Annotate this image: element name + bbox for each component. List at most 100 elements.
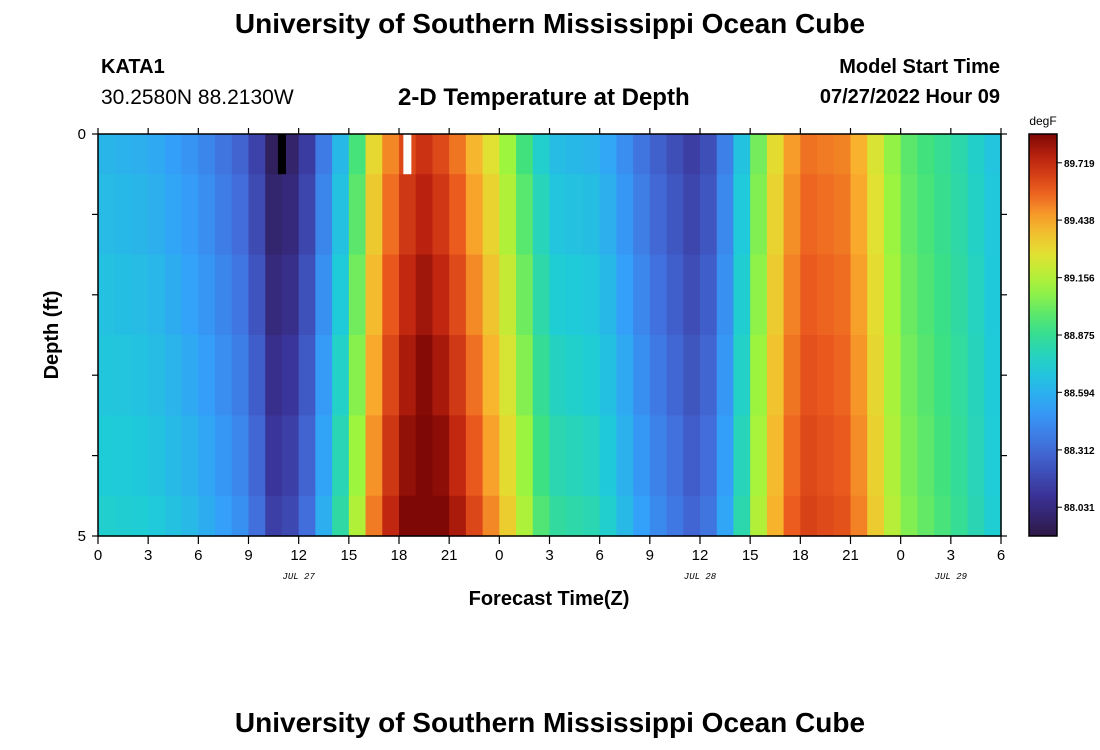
heatmap-cell [716, 495, 735, 537]
heatmap-cell [633, 134, 651, 175]
heatmap-cell [465, 254, 484, 336]
heatmap-cell [131, 134, 149, 175]
heatmap-cell [950, 134, 969, 175]
heatmap-cell [900, 335, 918, 416]
heatmap-cell [482, 174, 500, 256]
heatmap-cell [599, 415, 617, 497]
heatmap-cell [532, 335, 551, 416]
heatmap-cell [315, 254, 333, 336]
x-tick-label: 0 [896, 547, 904, 564]
heatmap-cell [833, 495, 852, 537]
heatmap-cell [750, 174, 768, 256]
heatmap-cell [750, 134, 768, 175]
heatmap-cell [114, 335, 133, 416]
heatmap-cell [733, 174, 751, 256]
x-tick-label: 0 [94, 547, 102, 564]
heatmap-cell [867, 134, 885, 175]
heatmap-cell [967, 335, 985, 416]
heatmap-cell [449, 254, 467, 336]
heatmap-cell [114, 134, 133, 175]
heatmap-cell [883, 134, 902, 175]
heatmap-cell [164, 174, 183, 256]
colorbar-tick-label: 89.156 [1064, 274, 1095, 285]
heatmap-cell [365, 254, 383, 336]
heatmap-cell [850, 415, 868, 497]
heatmap-cell [181, 335, 199, 416]
heatmap-cell [733, 335, 751, 416]
heatmap-cell [265, 174, 283, 256]
heatmap-cell [850, 134, 868, 175]
heatmap-cell [582, 335, 601, 416]
heatmap-cell [532, 254, 551, 336]
x-axis: 0 3 6 9 12 15 18 21 0 3 6 9 12 15 18 21 0 3 6 JUL 27 JUL 28 J… [94, 128, 1005, 582]
heatmap-cell [867, 174, 885, 256]
heatmap-cell [248, 415, 266, 497]
heatmap-cell [817, 134, 835, 175]
date-label: JUL 29 [935, 572, 968, 582]
heatmap-cell [516, 134, 534, 175]
heatmap-cell [281, 415, 300, 497]
heatmap-cell [850, 254, 868, 336]
heatmap-cell [817, 174, 835, 256]
heatmap-cell [248, 254, 266, 336]
heatmap-cell [967, 134, 985, 175]
heatmap-cell [399, 254, 417, 336]
heatmap-cell [599, 254, 617, 336]
heatmap-cell [516, 254, 534, 336]
heatmap-cell [566, 335, 584, 416]
heatmap-cell [382, 335, 400, 416]
heatmap-cell [766, 495, 785, 537]
heatmap-cell [582, 254, 601, 336]
heatmap-cell [298, 495, 316, 537]
heatmap-cell [164, 495, 183, 537]
heatmap-cell [967, 174, 985, 256]
heatmap-cell [599, 495, 617, 537]
heatmap-cell [516, 415, 534, 497]
heatmap-cell [900, 495, 918, 537]
heatmap-cell [599, 335, 617, 416]
heatmap-cell [917, 134, 935, 175]
heatmap-cell [198, 415, 216, 497]
heatmap-cell [917, 495, 935, 537]
heatmap-cell [114, 174, 133, 256]
heatmap-cell [215, 495, 233, 537]
heatmap-cell [683, 134, 701, 175]
heatmap-cell [883, 415, 902, 497]
heatmap-cell [766, 254, 785, 336]
heatmap-cell [332, 495, 350, 537]
heatmap-cell [967, 254, 985, 336]
heatmap-cell [716, 335, 735, 416]
heatmap-cell [900, 254, 918, 336]
heatmap-cell [382, 174, 400, 256]
heatmap-cell [649, 495, 668, 537]
heatmap-cell [482, 134, 500, 175]
heatmap-cell [348, 495, 367, 537]
heatmap-cell [231, 335, 250, 416]
heatmap-cell [332, 254, 350, 336]
heatmap-cell [917, 254, 935, 336]
heatmap-cell [348, 134, 367, 175]
heatmap-cell [465, 335, 484, 416]
heatmap-cell [666, 254, 684, 336]
heatmap-cell [683, 254, 701, 336]
heatmap-cell [449, 174, 467, 256]
x-tick-label: 3 [947, 547, 955, 564]
heatmap-cell [499, 495, 517, 537]
heatmap-cell [883, 495, 902, 537]
colorbar-tick-label: 89.719 [1064, 159, 1095, 170]
heatmap-cell [733, 134, 751, 175]
heatmap-cell [198, 174, 216, 256]
heatmap-cell [566, 254, 584, 336]
heatmap-cell [833, 335, 852, 416]
heatmap-cell [465, 174, 484, 256]
heatmap-cell [582, 415, 601, 497]
heatmap-cell [298, 415, 316, 497]
heatmap-cell [666, 415, 684, 497]
heatmap-cell [934, 134, 952, 175]
colorbar-ticks: 89.719 89.438 89.156 88.875 88.594 88.312 88.0… [1057, 159, 1095, 514]
heatmap-cell [700, 134, 718, 175]
heatmap-cell [984, 335, 1002, 416]
heatmap-cell [265, 495, 283, 537]
heatmap-cell [666, 495, 684, 537]
heatmap-cell [298, 134, 316, 175]
